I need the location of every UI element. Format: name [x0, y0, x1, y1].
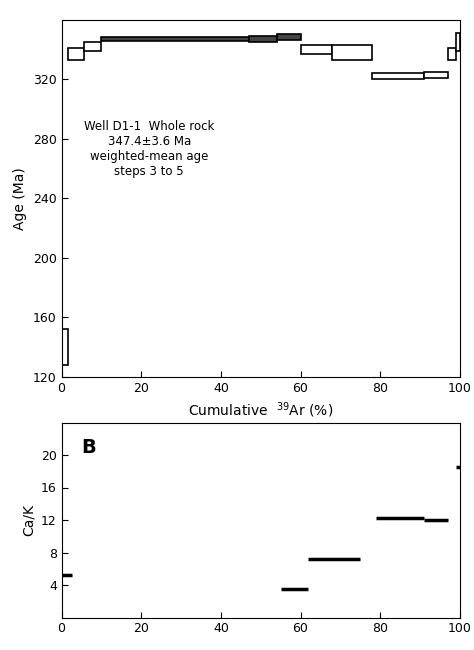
Bar	[68, 48, 83, 60]
Bar	[372, 73, 424, 79]
Bar	[424, 72, 448, 77]
Bar	[62, 330, 68, 365]
Bar	[456, 33, 460, 51]
Text: Well D1-1  Whole rock
347.4±3.6 Ma
weighted-mean age
steps 3 to 5: Well D1-1 Whole rock 347.4±3.6 Ma weight…	[84, 120, 214, 177]
Bar	[332, 45, 372, 60]
Text: B: B	[82, 438, 96, 457]
Y-axis label: Ca/K: Ca/K	[21, 504, 36, 536]
Bar	[448, 48, 456, 60]
Y-axis label: Age (Ma): Age (Ma)	[13, 167, 27, 229]
Bar	[301, 45, 332, 54]
Bar	[101, 36, 249, 41]
X-axis label: Cumulative  $^{39}$Ar (%): Cumulative $^{39}$Ar (%)	[188, 400, 333, 420]
Bar	[277, 34, 301, 40]
Bar	[83, 42, 101, 51]
Bar	[249, 36, 277, 42]
